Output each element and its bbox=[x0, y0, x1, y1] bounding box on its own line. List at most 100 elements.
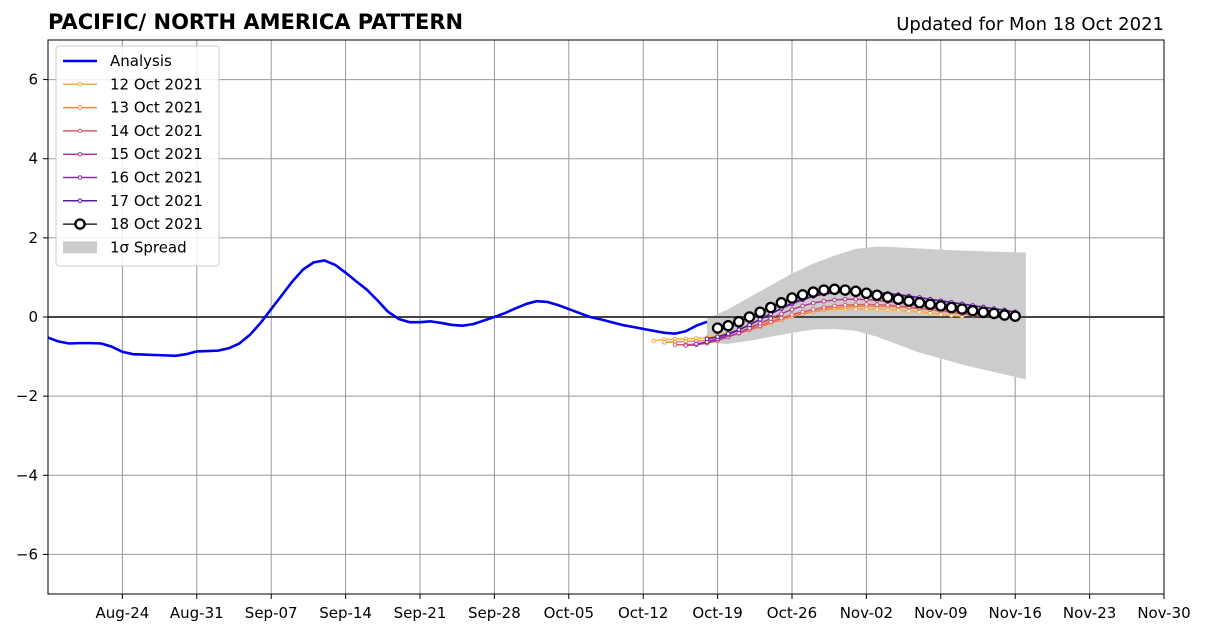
x-tick-label: Sep-28 bbox=[468, 604, 521, 622]
data-point bbox=[903, 295, 915, 307]
data-point bbox=[853, 296, 859, 302]
x-tick-label: Nov-16 bbox=[989, 604, 1042, 622]
analysis-line bbox=[47, 259, 708, 358]
x-tick-label: Sep-07 bbox=[245, 604, 298, 622]
legend-label: 1σ Spread bbox=[110, 238, 187, 256]
data-point bbox=[704, 336, 710, 342]
data-point bbox=[945, 301, 958, 314]
data-point bbox=[757, 321, 763, 326]
data-point bbox=[998, 309, 1011, 321]
data-point bbox=[860, 287, 873, 300]
legend-label: Analysis bbox=[110, 52, 172, 70]
data-point bbox=[821, 298, 827, 304]
data-point bbox=[722, 319, 734, 332]
data-point bbox=[796, 289, 809, 301]
data-point bbox=[743, 311, 756, 323]
legend-handle-marker bbox=[74, 218, 86, 230]
x-tick-label: Oct-12 bbox=[618, 604, 668, 622]
data-point bbox=[800, 303, 805, 309]
data-point bbox=[733, 315, 745, 328]
x-tick-label: Nov-02 bbox=[840, 604, 893, 622]
x-tick-label: Oct-19 bbox=[692, 604, 742, 622]
data-point bbox=[672, 342, 678, 348]
data-point bbox=[924, 298, 936, 311]
data-point bbox=[651, 338, 657, 344]
data-point bbox=[977, 306, 990, 319]
data-point bbox=[786, 292, 798, 304]
x-tick-label: Oct-26 bbox=[767, 604, 817, 622]
data-point bbox=[874, 302, 880, 308]
legend-handle-marker bbox=[77, 82, 83, 87]
spread-band-layer bbox=[706, 246, 1026, 380]
x-tick-label: Sep-14 bbox=[319, 604, 372, 622]
data-point bbox=[779, 315, 784, 321]
legend-label: 12 Oct 2021 bbox=[110, 75, 203, 93]
data-point bbox=[768, 316, 774, 321]
x-tick-label: Oct-05 bbox=[544, 604, 594, 622]
data-point bbox=[966, 304, 979, 317]
plot-frame bbox=[47, 39, 1165, 595]
x-tick-label: Sep-21 bbox=[394, 604, 447, 622]
y-tick-label: 0 bbox=[28, 308, 38, 326]
y-tick-label: −2 bbox=[16, 387, 38, 405]
data-point bbox=[789, 312, 795, 317]
data-point bbox=[810, 307, 816, 312]
x-tick-label: Aug-24 bbox=[96, 604, 150, 622]
legend-handle-marker bbox=[77, 105, 83, 110]
chart-title: PACIFIC/ NORTH AMERICA PATTERN bbox=[48, 10, 463, 34]
x-tick-label: Aug-31 bbox=[170, 604, 224, 622]
data-point bbox=[871, 289, 883, 301]
legend-box bbox=[55, 45, 220, 267]
data-point bbox=[881, 291, 894, 303]
y-tick-label: −6 bbox=[16, 545, 38, 563]
legend-label: 18 Oct 2021 bbox=[110, 215, 203, 233]
data-point bbox=[789, 307, 795, 312]
data-point bbox=[1009, 310, 1021, 322]
legend-label: 14 Oct 2021 bbox=[110, 122, 203, 140]
x-tick-label: Nov-23 bbox=[1063, 604, 1116, 622]
y-tick-label: 6 bbox=[28, 71, 38, 89]
data-point bbox=[913, 297, 926, 309]
legend-handle-marker bbox=[77, 198, 83, 204]
data-point bbox=[764, 301, 777, 314]
data-point bbox=[747, 322, 752, 328]
legend-handle-spread bbox=[63, 241, 97, 254]
data-point bbox=[839, 284, 851, 296]
x-tick-label: Nov-30 bbox=[1137, 604, 1190, 622]
y-tick-label: 4 bbox=[28, 150, 38, 168]
data-point bbox=[694, 341, 699, 347]
legend-handle-marker bbox=[77, 175, 83, 180]
data-point bbox=[715, 334, 720, 340]
data-point bbox=[885, 302, 890, 308]
legend-label: 13 Oct 2021 bbox=[110, 99, 203, 117]
data-point bbox=[725, 331, 731, 336]
y-tick-label: 2 bbox=[28, 229, 38, 247]
legend-label: 15 Oct 2021 bbox=[110, 145, 203, 163]
series-layer bbox=[47, 259, 1021, 358]
data-point bbox=[775, 297, 788, 309]
chart-subtitle: Updated for Mon 18 Oct 2021 bbox=[896, 14, 1164, 35]
data-point bbox=[828, 283, 841, 296]
data-point bbox=[754, 306, 766, 319]
data-point bbox=[842, 296, 848, 302]
data-point bbox=[892, 293, 905, 305]
data-point bbox=[988, 307, 1000, 320]
data-point bbox=[864, 302, 869, 307]
axes: Aug-24 Aug-31 Sep-07 Sep-14 Sep-21 Sep-28 Oct-… bbox=[16, 39, 1191, 622]
spread-band bbox=[706, 246, 1026, 380]
data-point bbox=[683, 343, 689, 348]
legend-label: 17 Oct 2021 bbox=[110, 192, 203, 210]
data-point bbox=[757, 317, 763, 322]
data-point bbox=[662, 340, 667, 345]
legend-label: 16 Oct 2021 bbox=[110, 169, 203, 187]
data-point bbox=[711, 322, 724, 334]
data-point bbox=[800, 309, 805, 315]
legend: Analysis 12 Oct 2021 13 Oct 2021 14 Oct 202… bbox=[55, 45, 220, 267]
x-tick-label: Nov-09 bbox=[914, 604, 967, 622]
legend-handle-marker bbox=[77, 128, 83, 134]
data-point bbox=[779, 311, 784, 317]
data-point bbox=[853, 302, 859, 308]
data-point bbox=[832, 297, 837, 303]
data-point bbox=[821, 305, 827, 310]
